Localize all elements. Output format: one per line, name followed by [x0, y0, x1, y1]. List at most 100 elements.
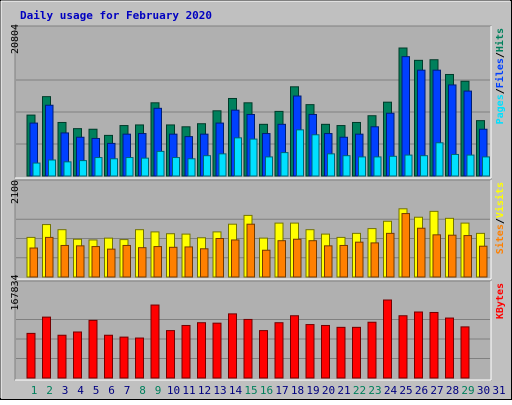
- bar-sites-day-23: [370, 242, 379, 278]
- bar-pages-day-14: [234, 137, 242, 177]
- bar-sites-day-30: [479, 245, 488, 278]
- day-label-23: 23: [368, 384, 381, 397]
- day-label-7: 7: [124, 384, 131, 397]
- bar-kbytes-day-9: [150, 304, 160, 379]
- day-label-4: 4: [77, 384, 84, 397]
- bar-kbytes-day-3: [57, 334, 67, 379]
- bar-pages-day-27: [435, 142, 444, 177]
- bar-sites-day-1: [29, 247, 38, 278]
- bar-sites-day-21: [339, 244, 348, 278]
- bar-kbytes-day-16: [259, 330, 268, 379]
- bar-pages-day-9: [156, 150, 165, 177]
- bar-kbytes-day-19: [305, 324, 315, 379]
- bar-sites-day-27: [432, 234, 441, 278]
- bar-sites-day-28: [448, 234, 457, 278]
- bar-sites-day-20: [324, 245, 333, 278]
- bar-kbytes-day-27: [429, 311, 439, 379]
- bar-kbytes-day-25: [398, 315, 408, 379]
- bar-kbytes-day-8: [135, 337, 144, 379]
- bar-pages-day-15: [249, 138, 258, 177]
- legend-sites: Sites: [494, 224, 506, 254]
- legend-files: Files: [494, 58, 506, 88]
- bar-sites-day-13: [215, 238, 224, 278]
- day-label-1: 1: [31, 384, 38, 397]
- bar-kbytes-day-20: [321, 324, 330, 379]
- bar-sites-day-10: [169, 246, 178, 278]
- day-label-20: 20: [322, 384, 335, 397]
- day-label-16: 16: [260, 384, 273, 397]
- bar-pages-day-30: [482, 156, 490, 177]
- bar-kbytes-day-5: [88, 319, 98, 379]
- bar-pages-day-5: [94, 157, 103, 177]
- bar-kbytes-day-6: [104, 334, 113, 379]
- bar-kbytes-day-21: [336, 326, 346, 379]
- legend-hits: Hits: [494, 28, 506, 52]
- day-label-12: 12: [198, 384, 211, 397]
- day-label-30: 30: [477, 384, 490, 397]
- bar-kbytes-day-15: [243, 318, 253, 379]
- chart-title: Daily usage for February 2020: [20, 9, 212, 22]
- day-label-21: 21: [337, 384, 350, 397]
- bar-sites-day-2: [45, 236, 54, 278]
- bar-kbytes-day-14: [228, 313, 237, 379]
- legend-kbytes: KBytes: [495, 283, 506, 319]
- panel-visits-sites: 2100 Sites/Visits: [10, 179, 506, 280]
- panel-hits-files-pages: 20804 Pages/Files/Hits: [10, 24, 506, 179]
- bar-sites-day-14: [231, 239, 240, 278]
- bar-sites-day-5: [91, 246, 100, 278]
- bar-pages-day-7: [125, 157, 134, 177]
- day-label-28: 28: [446, 384, 459, 397]
- bar-pages-day-1: [32, 162, 41, 177]
- bar-pages-day-11: [187, 158, 196, 177]
- panel-kbytes: 167834 KBytes: [10, 274, 506, 381]
- day-label-22: 22: [353, 384, 366, 397]
- bar-pages-day-3: [63, 161, 72, 177]
- bar-pages-day-13: [218, 153, 227, 177]
- day-label-24: 24: [384, 384, 398, 397]
- bar-kbytes-day-1: [26, 332, 36, 379]
- day-label-11: 11: [182, 384, 195, 397]
- bar-pages-day-6: [110, 158, 118, 177]
- bar-pages-day-18: [296, 129, 304, 177]
- bar-kbytes-day-13: [212, 322, 222, 379]
- bar-sites-day-11: [184, 246, 193, 278]
- bar-pages-day-12: [203, 155, 211, 177]
- panel-max-label: 20804: [10, 24, 21, 54]
- day-label-25: 25: [399, 384, 412, 397]
- bar-sites-day-3: [60, 244, 69, 278]
- bar-sites-day-16: [262, 249, 271, 278]
- bar-sites-day-19: [308, 240, 317, 278]
- day-label-17: 17: [275, 384, 288, 397]
- bar-pages-day-19: [311, 134, 320, 177]
- bar-sites-day-12: [200, 248, 209, 278]
- day-label-2: 2: [46, 384, 53, 397]
- bar-kbytes-day-4: [73, 331, 82, 379]
- bar-kbytes-day-12: [197, 322, 206, 379]
- bar-kbytes-day-17: [274, 322, 284, 379]
- bar-kbytes-day-18: [290, 315, 299, 379]
- panel-legend: KBytes: [495, 283, 506, 319]
- day-label-9: 9: [155, 384, 162, 397]
- day-label-5: 5: [93, 384, 100, 397]
- bar-pages-day-28: [451, 153, 459, 177]
- day-label-10: 10: [167, 384, 180, 397]
- day-label-15: 15: [244, 384, 257, 397]
- bar-kbytes-day-24: [383, 299, 392, 379]
- bar-sites-day-25: [401, 213, 410, 278]
- bar-pages-day-22: [358, 156, 366, 177]
- bar-sites-day-22: [355, 241, 364, 278]
- bar-pages-day-23: [373, 156, 382, 177]
- bar-sites-day-24: [386, 232, 395, 278]
- bar-sites-day-4: [76, 245, 85, 278]
- day-label-27: 27: [430, 384, 443, 397]
- bar-sites-day-9: [153, 246, 162, 278]
- legend-visits: Visits: [494, 182, 506, 218]
- bar-kbytes-day-23: [367, 321, 377, 379]
- bar-pages-day-25: [404, 154, 413, 177]
- bar-pages-day-16: [265, 156, 273, 177]
- bar-kbytes-day-2: [42, 316, 51, 379]
- bar-pages-day-29: [466, 154, 475, 177]
- day-label-14: 14: [229, 384, 243, 397]
